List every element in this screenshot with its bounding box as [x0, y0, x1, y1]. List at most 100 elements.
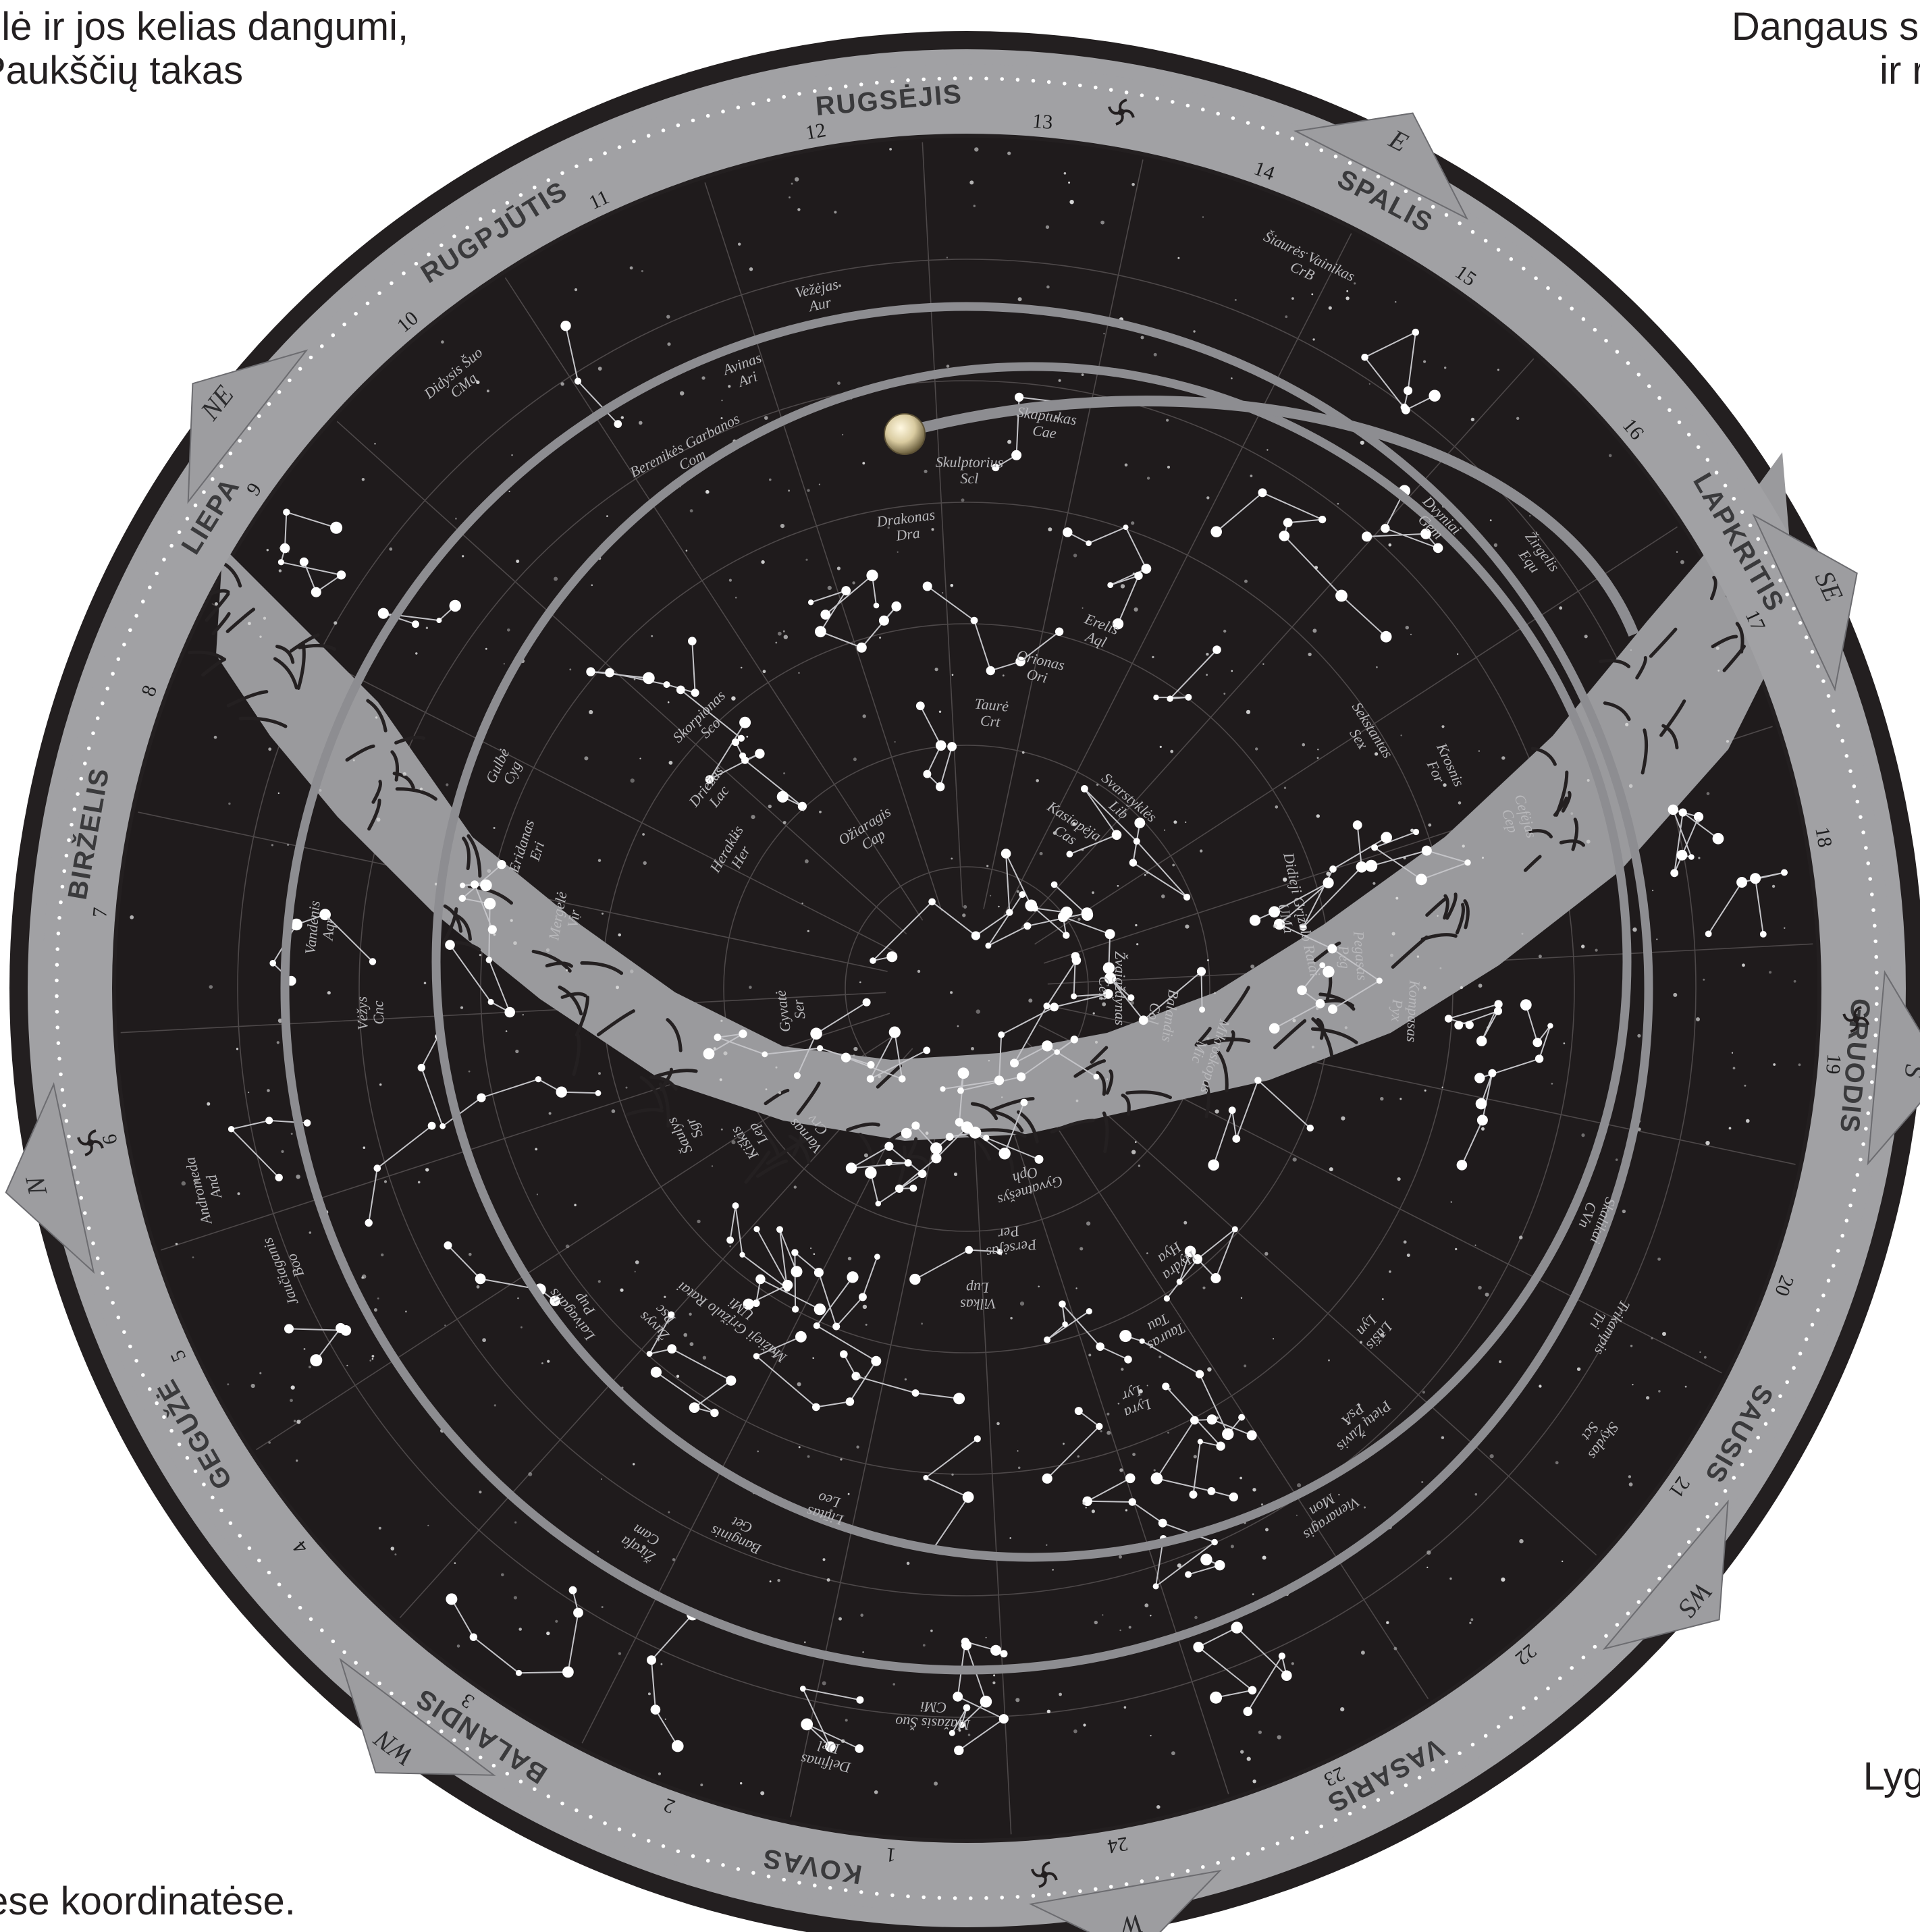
star	[1206, 674, 1208, 676]
star	[605, 668, 614, 678]
day-tick	[1558, 1676, 1562, 1680]
star	[1300, 923, 1307, 931]
star	[625, 1086, 628, 1089]
month-ring[interactable]	[42, 63, 1892, 1913]
star	[992, 1681, 996, 1684]
dust-lane	[1223, 986, 1250, 1025]
star	[1254, 1077, 1262, 1084]
star	[874, 1790, 878, 1794]
day-tick	[228, 451, 233, 456]
star	[1231, 1226, 1238, 1233]
constellation-line	[794, 1251, 878, 1328]
dust-lane	[796, 1081, 821, 1116]
star	[1131, 521, 1135, 525]
day-tick	[1756, 1435, 1760, 1440]
top-left-caption: ulė ir jos kelias dangumi, Paukščių taka…	[0, 5, 408, 93]
star	[227, 1383, 230, 1386]
star	[1380, 630, 1392, 643]
star	[1265, 1528, 1269, 1532]
star	[990, 1644, 1002, 1656]
sun-marker[interactable]	[884, 413, 926, 455]
star	[1426, 1550, 1431, 1555]
dust-lane	[442, 907, 458, 944]
star	[1344, 1026, 1348, 1029]
day-tick	[162, 558, 166, 562]
dust-lane	[992, 1110, 1024, 1133]
star	[1421, 1481, 1424, 1483]
star	[813, 1322, 820, 1329]
dust-lane	[846, 1122, 880, 1132]
star	[1474, 1493, 1478, 1496]
star	[1059, 1692, 1062, 1696]
star	[441, 340, 444, 344]
day-tick	[427, 252, 431, 257]
star	[797, 208, 801, 211]
star	[788, 489, 791, 492]
star	[810, 1247, 812, 1250]
star	[807, 489, 810, 492]
star	[783, 635, 789, 639]
day-tick	[452, 1738, 456, 1742]
sun-icon[interactable]	[884, 413, 926, 455]
star	[1173, 820, 1177, 824]
star	[390, 1547, 395, 1551]
star	[1615, 1158, 1618, 1161]
hour-label: 19	[1821, 1053, 1845, 1075]
star	[279, 543, 290, 554]
top-right-caption-line-2: ir re	[1879, 48, 1920, 92]
day-tick	[603, 151, 607, 155]
day-tick	[64, 1119, 69, 1123]
star	[1017, 1466, 1021, 1470]
star	[1308, 652, 1312, 657]
star	[810, 1027, 822, 1040]
star	[1246, 1430, 1257, 1441]
dust-lane	[1217, 1050, 1229, 1093]
star	[749, 267, 753, 271]
star	[1532, 1038, 1543, 1048]
star	[668, 1511, 670, 1513]
star	[827, 585, 832, 591]
star	[755, 1274, 766, 1285]
star	[361, 1276, 364, 1279]
day-tick	[95, 1256, 100, 1260]
star	[875, 1200, 882, 1207]
dust-lane	[1445, 892, 1458, 920]
star	[1296, 1514, 1298, 1516]
star	[801, 1718, 814, 1731]
star	[853, 1046, 858, 1052]
star	[1086, 540, 1092, 546]
star	[832, 1322, 841, 1331]
star	[259, 1372, 262, 1374]
star	[923, 770, 932, 778]
constellation-abbr: Cen	[1096, 976, 1113, 1000]
star	[1052, 1569, 1054, 1571]
constellation-line	[1046, 1302, 1129, 1360]
star	[487, 925, 497, 934]
day-tick	[984, 76, 988, 81]
star	[672, 1740, 684, 1752]
day-tick	[1696, 445, 1701, 450]
month-band[interactable]: RUGSĖJISSPALISLAPKRITISGRUODISSAUSISVASA…	[5, 49, 1920, 1932]
star	[1071, 993, 1077, 1000]
dust-lane	[654, 1069, 698, 1078]
star	[1494, 1000, 1503, 1009]
star	[1696, 1017, 1700, 1021]
star	[842, 433, 844, 436]
star	[1279, 531, 1290, 541]
star	[963, 905, 967, 909]
star	[518, 1628, 522, 1631]
star	[1177, 257, 1180, 259]
star	[1070, 1036, 1079, 1044]
star	[565, 1244, 570, 1249]
star	[1717, 670, 1720, 672]
day-tick	[1558, 296, 1562, 300]
star	[1141, 564, 1152, 574]
constellation-abbr: Lup	[966, 1279, 990, 1297]
star	[296, 1175, 300, 1179]
star	[296, 1459, 298, 1462]
top-left-caption-line-1: ulė ir jos kelias dangumi,	[0, 5, 409, 49]
star	[1278, 1653, 1285, 1660]
day-tick	[331, 1639, 336, 1644]
star	[728, 579, 732, 582]
star	[207, 1102, 211, 1106]
